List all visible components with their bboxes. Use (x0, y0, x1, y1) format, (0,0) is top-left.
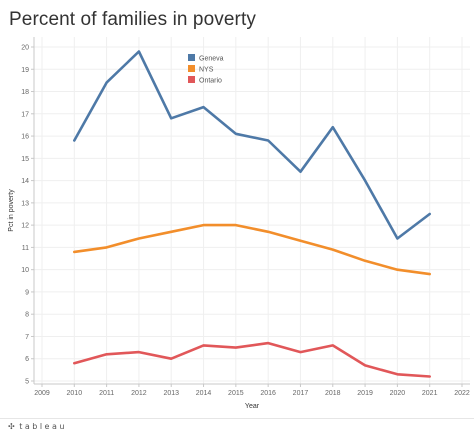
x-tick-label: 2019 (357, 390, 373, 397)
data-point-nys[interactable] (233, 222, 239, 228)
data-point-geneva[interactable] (330, 124, 336, 130)
data-point-ontario[interactable] (233, 345, 239, 351)
data-point-geneva[interactable] (394, 235, 400, 241)
x-tick-label: 2015 (228, 390, 244, 397)
data-point-nys[interactable] (265, 229, 271, 235)
data-point-nys[interactable] (297, 238, 303, 244)
x-tick-label: 2021 (422, 390, 438, 397)
y-tick-label: 15 (21, 156, 29, 163)
data-point-nys[interactable] (104, 244, 110, 250)
tableau-wordmark: tableau (19, 422, 67, 431)
y-tick-label: 9 (25, 289, 29, 296)
data-point-geneva[interactable] (297, 169, 303, 175)
x-tick-label: 2013 (163, 390, 179, 397)
data-point-geneva[interactable] (427, 211, 433, 217)
line-chart: 2009 2010 2011 2012 2013 2014 2015 2016 2017 2018… (8, 37, 470, 410)
x-tick-label: 2020 (390, 390, 406, 397)
x-tick-label: 2010 (67, 390, 83, 397)
y-tick-label: 19 (21, 67, 29, 74)
legend-item-nys[interactable]: NYS (188, 65, 214, 74)
series-lines (71, 48, 433, 380)
legend[interactable]: Geneva NYS Ontario (188, 54, 224, 85)
y-axis-title: Pct in poverty (8, 189, 15, 232)
data-point-geneva[interactable] (71, 138, 77, 144)
legend-swatch (188, 76, 195, 83)
y-tick-label: 18 (21, 89, 29, 96)
data-point-geneva[interactable] (104, 80, 110, 86)
x-tick-label: 2011 (99, 390, 114, 397)
data-point-nys[interactable] (168, 229, 174, 235)
y-tick-label: 14 (21, 178, 29, 185)
data-point-nys[interactable] (136, 235, 142, 241)
x-tick-label: 2017 (293, 390, 309, 397)
legend-item-geneva[interactable]: Geneva (188, 54, 224, 63)
x-tick-label: 2012 (131, 390, 147, 397)
tableau-logo[interactable]: ✣ tableau (8, 422, 67, 431)
data-point-ontario[interactable] (265, 340, 271, 346)
data-point-ontario[interactable] (394, 371, 400, 377)
x-tick-label: 2009 (34, 390, 50, 397)
legend-label: Ontario (199, 78, 222, 85)
data-point-ontario[interactable] (136, 349, 142, 355)
series-line-geneva[interactable] (73, 50, 432, 240)
page-title: Percent of families in poverty (9, 9, 256, 30)
tableau-mark-icon: ✣ (8, 422, 18, 431)
data-point-nys[interactable] (330, 247, 336, 253)
x-tick-label: 2014 (196, 390, 212, 397)
data-point-nys[interactable] (71, 249, 77, 255)
legend-label: NYS (199, 67, 214, 74)
y-tick-label: 7 (25, 334, 29, 341)
footer-divider (0, 418, 474, 419)
data-point-nys[interactable] (201, 222, 207, 228)
x-axis-title: Year (245, 403, 260, 410)
data-point-nys[interactable] (427, 271, 433, 277)
legend-label: Geneva (199, 56, 224, 63)
y-tick-label: 16 (21, 134, 29, 141)
data-point-geneva[interactable] (168, 115, 174, 121)
y-tick-label: 20 (21, 45, 29, 52)
legend-item-ontario[interactable]: Ontario (188, 76, 222, 85)
series-line-nys[interactable] (73, 223, 432, 276)
series-line-ontario[interactable] (73, 341, 432, 378)
data-point-geneva[interactable] (362, 178, 368, 184)
y-tick-label: 13 (21, 200, 29, 207)
data-point-geneva[interactable] (201, 104, 207, 110)
data-point-ontario[interactable] (427, 374, 433, 380)
x-tick-label: 2016 (260, 390, 276, 397)
y-tick-label: 8 (25, 312, 29, 319)
data-point-nys[interactable] (394, 267, 400, 273)
data-point-ontario[interactable] (168, 356, 174, 362)
data-point-ontario[interactable] (330, 342, 336, 348)
y-tick-label: 12 (21, 223, 29, 230)
y-tick-label: 17 (21, 111, 29, 118)
grid (34, 37, 470, 384)
data-point-geneva[interactable] (233, 131, 239, 137)
axes: 2009 2010 2011 2012 2013 2014 2015 2016 2017 2018… (21, 37, 470, 397)
data-point-nys[interactable] (362, 258, 368, 264)
x-tick-label: 2018 (325, 390, 341, 397)
legend-swatch (188, 65, 195, 72)
legend-swatch (188, 54, 195, 61)
data-point-geneva[interactable] (265, 138, 271, 144)
data-point-ontario[interactable] (104, 351, 110, 357)
data-point-geneva[interactable] (136, 48, 142, 54)
data-point-ontario[interactable] (71, 360, 77, 366)
data-point-ontario[interactable] (297, 349, 303, 355)
data-point-ontario[interactable] (201, 342, 207, 348)
data-point-ontario[interactable] (362, 362, 368, 368)
y-tick-label: 10 (21, 267, 29, 274)
x-tick-label: 2022 (454, 390, 470, 397)
y-tick-label: 5 (25, 379, 29, 386)
y-tick-label: 6 (25, 356, 29, 363)
y-tick-label: 11 (22, 245, 29, 252)
